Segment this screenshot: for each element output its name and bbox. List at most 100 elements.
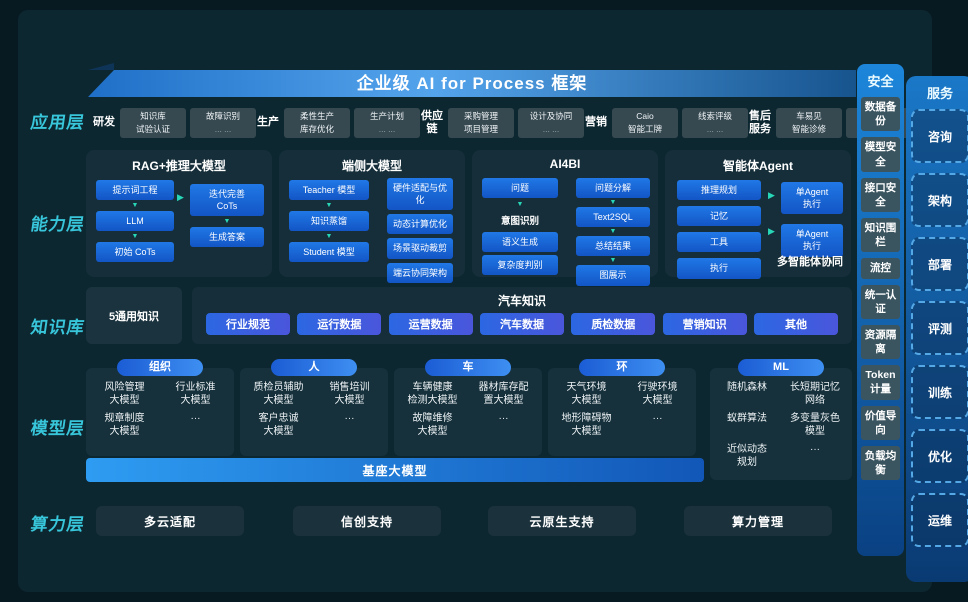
flow-node: Student 模型 xyxy=(289,242,369,263)
compute-box-management: 算力管理 xyxy=(684,506,832,536)
model-item: 器材库存配 置大模型 xyxy=(478,382,529,406)
security-item: Token计量 xyxy=(861,365,900,400)
app-group-rd: 研发 知识库 试验认证 故障识别 ... ... xyxy=(92,107,256,139)
model-item: 车辆健康 检测大模型 xyxy=(407,382,458,406)
knowledge-pill: 营销知识 xyxy=(662,313,747,335)
service-item: 优化 xyxy=(911,429,968,483)
knowledge-pill-row: 行业规范 运行数据 运营数据 汽车数据 质检数据 营销知识 其他 xyxy=(206,313,838,335)
model-item: 随机森林 xyxy=(727,382,767,393)
arrow-right-icon: ▶ xyxy=(177,192,184,202)
app-card-line: 设计及协同 xyxy=(529,110,573,121)
app-card-line: Caio xyxy=(636,110,654,121)
service-column: 服务 咨询 架构 部署 评测 训练 优化 运维 xyxy=(906,76,968,582)
flow-node: 提示词工程 xyxy=(96,180,174,201)
list-node: 记忆 xyxy=(677,206,761,227)
rag-right-flow: 迭代完善 CoTs ▼ 生成答案 xyxy=(190,184,264,248)
auto-knowledge-box: 汽车知识 行业规范 运行数据 运营数据 汽车数据 质检数据 营销知识 其他 xyxy=(192,287,852,344)
agent-right-list: 单Agent 执行 单Agent 执行 xyxy=(781,182,843,257)
app-card-line: ... ... xyxy=(214,124,232,134)
layer-label-application: 应用层 xyxy=(29,113,87,132)
security-item: 资源隔离 xyxy=(861,324,900,360)
rag-left-flow: 提示词工程 ▼ LLM ▼ 初始 CoTs xyxy=(96,180,174,263)
model-item: 天气环境 大模型 xyxy=(566,382,607,406)
arrow-down-icon: ▼ xyxy=(325,233,333,241)
app-card: 柔性生产 库存优化 xyxy=(284,107,350,139)
app-card-line: 采购管理 xyxy=(463,110,498,121)
list-node: 单Agent 执行 xyxy=(781,182,843,215)
app-group-marketing: 营销 Caio 智能工牌 线索评级 ... ... xyxy=(584,107,748,139)
model-item: ··· xyxy=(810,444,820,455)
model-item: 销售培训 大模型 xyxy=(329,382,370,406)
app-card-line: 库存优化 xyxy=(299,124,334,134)
model-item: 近似动态 规划 xyxy=(727,444,767,468)
arrow-down-icon: ▼ xyxy=(609,199,617,207)
list-node: 单Agent 执行 xyxy=(781,224,843,257)
security-item: 接口安全 xyxy=(861,177,900,213)
flow-node: 复杂度判别 xyxy=(482,255,558,276)
list-node: 动态计算优化 xyxy=(387,214,453,235)
capability-box-ai4bi: AI4BI 问题 ▼ 意图识别 语义生成 复杂度判别 问题分解 ▼ Text2S… xyxy=(472,150,658,286)
flow-node: 总结结果 xyxy=(576,236,650,257)
capability-box-title: RAG+推理大模型 xyxy=(132,159,226,173)
ai4bi-left-flow: 问题 ▼ 意图识别 语义生成 复杂度判别 xyxy=(482,178,558,276)
app-card-line: 项目管理 xyxy=(463,124,498,134)
model-group-environment: 环 天气环境 大模型 行驶环境 大模型 地形障碍物 大模型 ··· xyxy=(548,359,696,456)
app-group-supply-chain: 供应链 采购管理 项目管理 设计及协同 ... ... xyxy=(420,107,584,139)
app-card-line: 柔性生产 xyxy=(299,110,334,121)
list-node: 执行 xyxy=(677,258,761,279)
model-item: 质检员辅助 大模型 xyxy=(253,382,304,406)
app-group-label: 供应链 xyxy=(421,109,443,135)
knowledge-pill: 行业规范 xyxy=(206,313,290,335)
model-item: ··· xyxy=(344,413,355,424)
capability-box-title: 端侧大模型 xyxy=(341,159,402,173)
model-item: 规章制度 大模型 xyxy=(104,413,145,437)
list-node: 场景驱动裁剪 xyxy=(387,238,453,259)
flow-node-plain: 意图识别 xyxy=(500,216,539,228)
arrow-down-icon: ▼ xyxy=(609,257,617,265)
model-group-people: 人 质检员辅助 大模型 销售培训 大模型 客户忠诚 大模型 ··· xyxy=(240,359,388,456)
security-item: 统一认证 xyxy=(861,284,900,319)
multi-agent-caption: 多智能体协同 xyxy=(777,256,843,268)
compute-box-multicloud: 多云适配 xyxy=(96,506,244,536)
security-item: 负载均衡 xyxy=(861,445,900,481)
app-card-line: ... ... xyxy=(378,124,396,134)
flow-node: 知识蒸馏 xyxy=(289,211,369,232)
knowledge-pill: 汽车数据 xyxy=(479,313,564,335)
model-group-tag: ML xyxy=(738,359,824,376)
knowledge-pill: 运行数据 xyxy=(297,313,382,335)
app-group-label: 营销 xyxy=(585,116,607,129)
knowledge-pill: 其他 xyxy=(753,313,838,335)
banner-fold-decoration xyxy=(88,63,114,70)
app-group-label: 生产 xyxy=(257,116,279,129)
model-item: ··· xyxy=(652,413,663,424)
model-group-tag: 车 xyxy=(425,359,511,376)
app-card-line: 智能工牌 xyxy=(627,124,662,134)
app-card-line: 车易见 xyxy=(796,110,822,121)
app-card: 生产计划 ... ... xyxy=(354,107,420,139)
app-card-line: 故障识别 xyxy=(205,110,240,121)
capability-box-title: 智能体Agent xyxy=(723,159,793,173)
edge-left-flow: Teacher 模型 ▼ 知识蒸馏 ▼ Student 模型 xyxy=(289,180,369,263)
model-item: 风险管理 大模型 xyxy=(104,382,145,406)
app-card: 车易见 智能诊修 xyxy=(776,107,842,139)
app-group-label: 售后服务 xyxy=(749,109,771,135)
model-group-tag: 组织 xyxy=(117,359,203,376)
list-node: 端云协同架构 xyxy=(387,262,453,283)
arrow-down-icon: ▼ xyxy=(131,202,139,210)
app-card: Caio 智能工牌 xyxy=(612,107,678,139)
app-group-production: 生产 柔性生产 库存优化 生产计划 ... ... xyxy=(256,107,420,139)
app-card: 知识库 试验认证 xyxy=(120,107,186,139)
flow-node: 初始 CoTs xyxy=(96,242,174,263)
service-column-title: 服务 xyxy=(926,86,953,101)
model-item: 行驶环境 大模型 xyxy=(637,382,678,406)
general-knowledge-box: 5通用知识 xyxy=(86,287,182,344)
app-card-line: ... ... xyxy=(542,124,560,134)
model-item: 客户忠诚 大模型 xyxy=(258,413,299,437)
knowledge-pill: 质检数据 xyxy=(571,313,656,335)
arrow-right-icon: ▶ xyxy=(768,190,775,200)
app-card-line: 试验认证 xyxy=(135,124,170,134)
security-item: 价值导向 xyxy=(861,405,900,440)
security-item: 模型安全 xyxy=(861,137,900,172)
model-group-ml: ML 随机森林 长短期记忆 网络 蚁群算法 多变量灰色 模型 近似动态 规划 ·… xyxy=(710,359,852,480)
model-group-tag: 环 xyxy=(579,359,665,376)
